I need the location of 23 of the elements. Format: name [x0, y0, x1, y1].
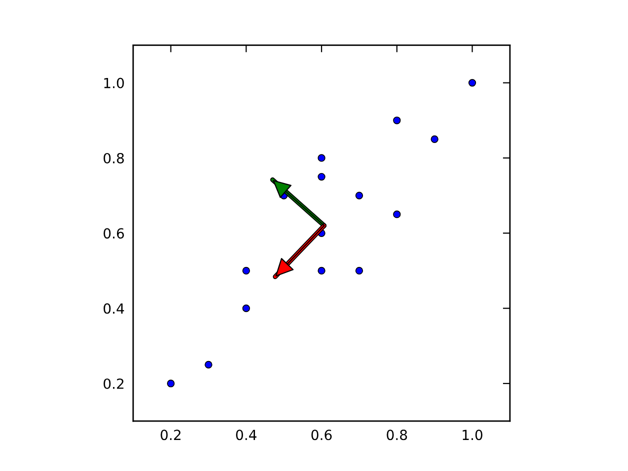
y-tick-label: 0.6 [104, 228, 124, 239]
point [318, 154, 326, 162]
point [355, 266, 364, 275]
point [242, 266, 250, 275]
x-tick-label: 0.2 [160, 430, 180, 440]
y-tick-label: 0.2 [104, 378, 124, 389]
point [393, 210, 401, 218]
point [393, 116, 401, 124]
point [166, 380, 175, 388]
point [355, 192, 364, 200]
point [430, 135, 438, 144]
y-tick-label: 0.4 [104, 303, 124, 314]
y-tick-label: 1.0 [104, 78, 124, 88]
point [468, 78, 476, 87]
x-tick-label: 0.6 [311, 430, 332, 440]
point [204, 360, 212, 369]
point [318, 266, 326, 275]
x-tick-label: 0.8 [386, 430, 407, 440]
x-tick-label: 1.0 [462, 430, 482, 440]
point [242, 304, 250, 312]
point [318, 172, 326, 181]
y-tick-label: 0.8 [104, 152, 124, 164]
x-tick-label: 0.4 [236, 430, 256, 440]
